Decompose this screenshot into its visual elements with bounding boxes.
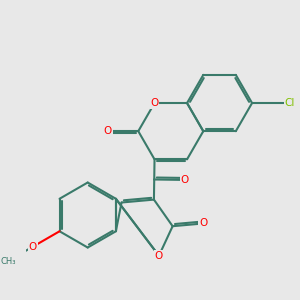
Text: CH₃: CH₃ — [0, 256, 16, 266]
Text: O: O — [155, 251, 163, 261]
Text: O: O — [150, 98, 159, 108]
Text: Cl: Cl — [285, 98, 295, 108]
Text: O: O — [199, 218, 207, 229]
Text: O: O — [181, 175, 189, 185]
Text: O: O — [103, 126, 112, 136]
Text: O: O — [29, 242, 37, 252]
